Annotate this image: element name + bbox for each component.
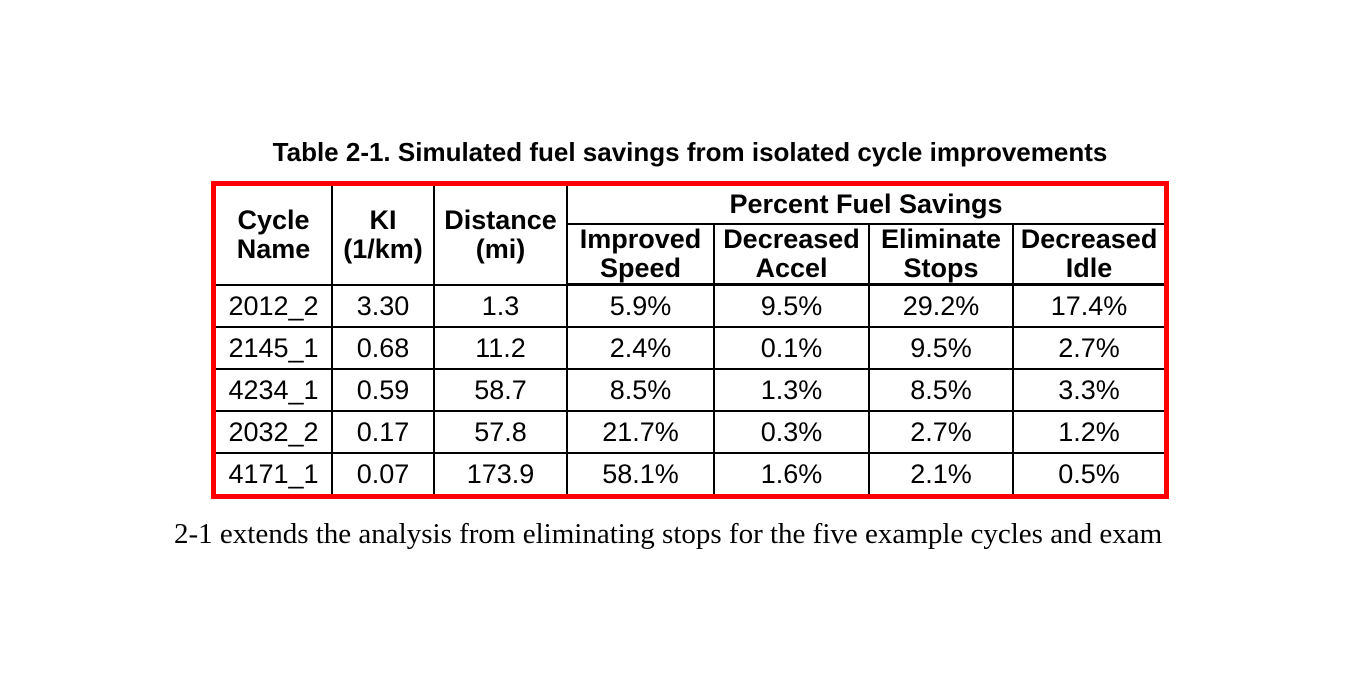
col-group-header-percent-fuel-savings: Percent Fuel Savings <box>565 185 1166 225</box>
col-header-decreased-idle: Decreased Idle <box>1011 223 1166 286</box>
table-caption: Table 2-1. Simulated fuel savings from i… <box>272 137 1108 167</box>
col-header-ki: KI (1/km) <box>331 185 435 286</box>
table-row: 2012_2 3.30 1.3 5.9% 9.5% 29.2% 17.4% <box>215 283 1166 328</box>
cell-decreased-accel: 0.1% <box>713 326 870 370</box>
cell-distance: 173.9 <box>433 452 568 495</box>
cell-ki: 3.30 <box>331 283 435 328</box>
cell-ki: 0.59 <box>331 368 435 412</box>
cell-ki: 0.68 <box>331 326 435 370</box>
cell-distance: 57.8 <box>433 410 568 454</box>
cell-improved-speed: 58.1% <box>566 452 715 495</box>
cell-eliminate-stops: 2.1% <box>868 452 1014 495</box>
cell-cycle-name: 2012_2 <box>215 283 333 328</box>
table-row: 2032_2 0.17 57.8 21.7% 0.3% 2.7% 1.2% <box>215 410 1166 454</box>
table-row: 4234_1 0.59 58.7 8.5% 1.3% 8.5% 3.3% <box>215 368 1166 412</box>
cell-eliminate-stops: 2.7% <box>868 410 1014 454</box>
cell-decreased-accel: 1.6% <box>713 452 870 495</box>
cell-eliminate-stops: 8.5% <box>868 368 1014 412</box>
cell-distance: 1.3 <box>433 283 568 328</box>
cell-improved-speed: 2.4% <box>566 326 715 370</box>
cell-cycle-name: 2145_1 <box>215 326 333 370</box>
cell-decreased-idle: 1.2% <box>1011 410 1166 454</box>
col-header-cycle-name: Cycle Name <box>215 185 333 286</box>
cell-decreased-accel: 1.3% <box>713 368 870 412</box>
cell-decreased-accel: 0.3% <box>713 410 870 454</box>
cell-decreased-idle: 17.4% <box>1011 283 1166 328</box>
col-header-improved-speed: Improved Speed <box>566 223 715 286</box>
col-header-distance: Distance (mi) <box>433 185 568 286</box>
cell-cycle-name: 4171_1 <box>215 452 333 495</box>
fuel-savings-table: Cycle Name KI (1/km) Distance (mi) Perce… <box>215 185 1166 495</box>
table-row: 4171_1 0.07 173.9 58.1% 1.6% 2.1% 0.5% <box>215 452 1166 495</box>
table-row: 2145_1 0.68 11.2 2.4% 0.1% 9.5% 2.7% <box>215 326 1166 370</box>
body-text: 2-1 extends the analysis from eliminatin… <box>174 518 1163 550</box>
cell-eliminate-stops: 9.5% <box>868 326 1014 370</box>
fuel-savings-table-frame: Cycle Name KI (1/km) Distance (mi) Perce… <box>211 181 1169 499</box>
col-header-eliminate-stops: Eliminate Stops <box>868 223 1014 286</box>
cell-ki: 0.07 <box>331 452 435 495</box>
cell-eliminate-stops: 29.2% <box>868 283 1014 328</box>
cell-decreased-idle: 2.7% <box>1011 326 1166 370</box>
cell-cycle-name: 4234_1 <box>215 368 333 412</box>
cell-cycle-name: 2032_2 <box>215 410 333 454</box>
cell-decreased-accel: 9.5% <box>713 283 870 328</box>
cell-improved-speed: 8.5% <box>566 368 715 412</box>
cell-distance: 58.7 <box>433 368 568 412</box>
cell-decreased-idle: 0.5% <box>1011 452 1166 495</box>
cell-distance: 11.2 <box>433 326 568 370</box>
cell-decreased-idle: 3.3% <box>1011 368 1166 412</box>
cell-improved-speed: 5.9% <box>566 283 715 328</box>
cell-improved-speed: 21.7% <box>566 410 715 454</box>
col-header-decreased-accel: Decreased Accel <box>713 223 870 286</box>
cell-ki: 0.17 <box>331 410 435 454</box>
